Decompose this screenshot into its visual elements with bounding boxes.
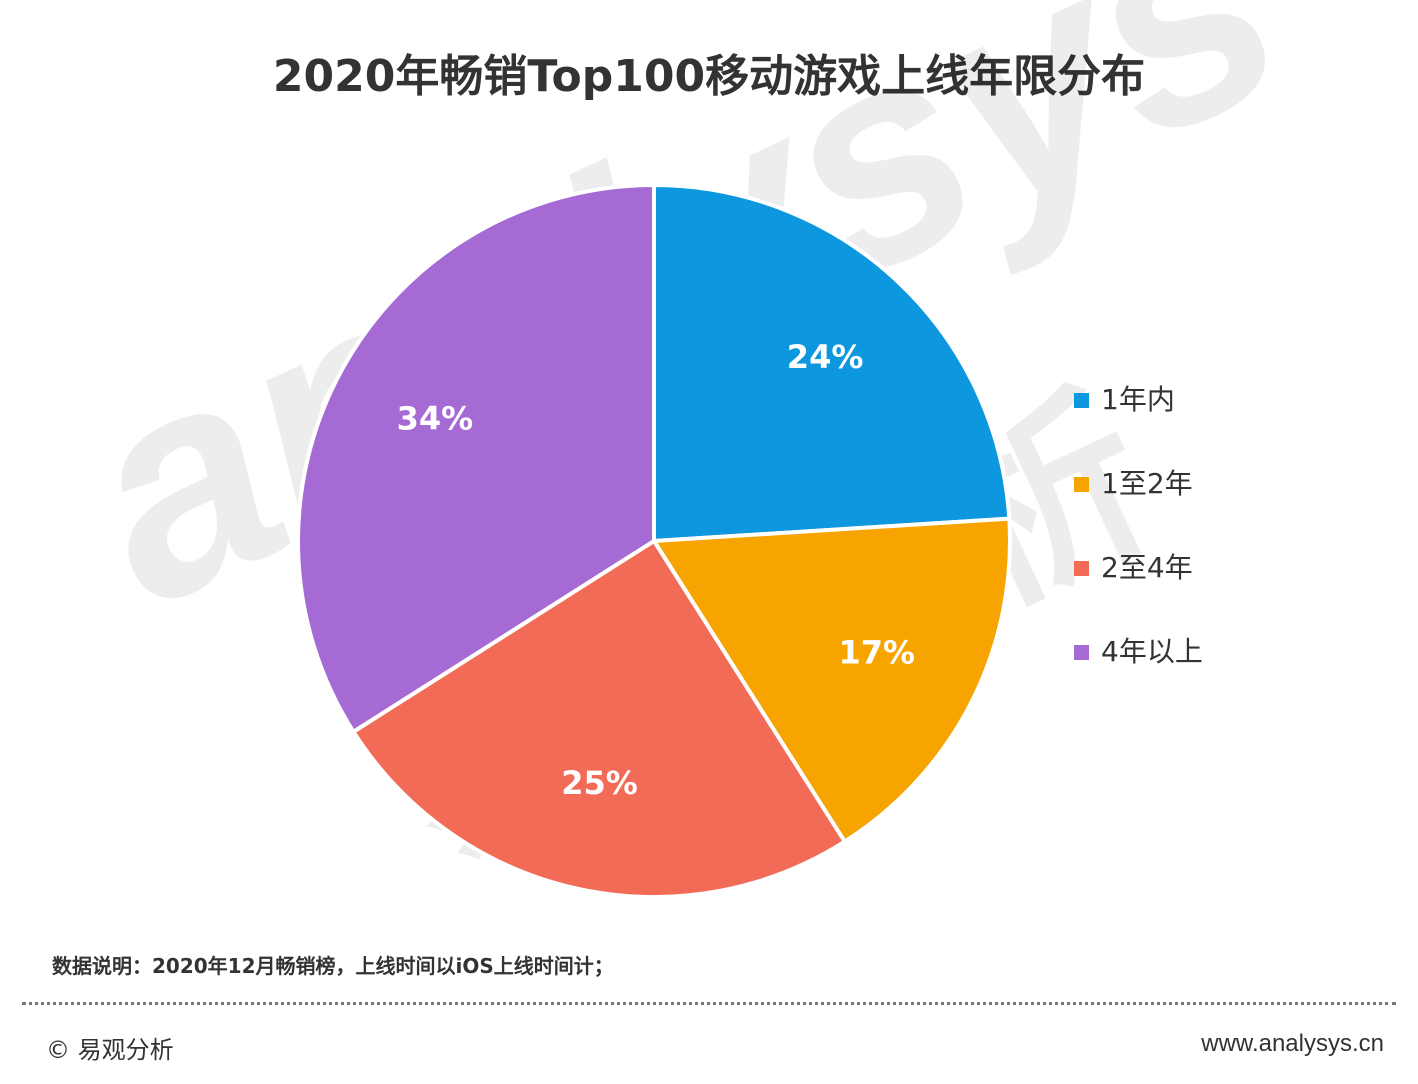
pie-slice-4 [296,183,656,734]
legend-item-4: 4年以上 [1074,630,1203,714]
chart-title: 2020年畅销Top100移动游戏上线年限分布 [272,51,1146,102]
data-note: 数据说明：2020年12月畅销榜，上线时间以iOS上线时间计； [52,954,614,978]
pie-labels: 24% 17% 25% 34% [397,338,915,802]
legend-swatch [1074,393,1089,408]
footer-divider [22,1002,1396,1005]
pie-slices [296,183,1012,899]
slice-label-4: 34% [397,400,474,438]
legend-label: 2至4年 [1101,551,1193,584]
legend-item-2: 1至2年 [1074,462,1203,546]
legend-item-1: 1年内 [1074,378,1203,462]
legend-swatch [1074,561,1089,576]
pie-slice-2 [652,516,1012,844]
legend-label: 1至2年 [1101,467,1193,500]
slice-label-3: 25% [561,764,638,802]
legend-swatch [1074,477,1089,492]
legend-item-3: 2至4年 [1074,546,1203,630]
footer-url: www.analysys.cn [1201,1030,1384,1057]
legend-swatch [1074,645,1089,660]
pie-slice-3 [351,539,847,899]
slice-label-1: 24% [787,338,864,376]
legend-label: 4年以上 [1101,635,1203,668]
legend-label: 1年内 [1101,383,1175,416]
legend: 1年内 1至2年 2至4年 4年以上 [1074,378,1203,714]
slice-label-2: 17% [839,634,916,672]
footer-copyright: © 易观分析 [46,1036,174,1064]
pie-slice-1 [652,183,1012,543]
